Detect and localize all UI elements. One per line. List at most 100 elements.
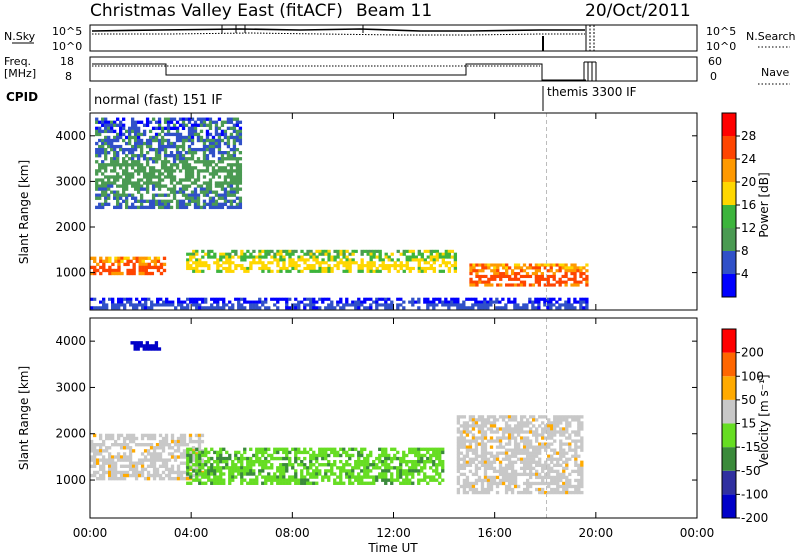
echo-cell: [369, 269, 373, 273]
echo-cell: [145, 175, 150, 179]
echo-cell: [402, 306, 406, 310]
echo-cell: [405, 249, 409, 253]
echo-cell: [318, 447, 322, 452]
echo-cell: [170, 467, 175, 472]
echo-cell: [273, 475, 277, 479]
echo-cell: [540, 297, 544, 301]
echo-cell: [516, 424, 521, 428]
echo-cell: [348, 447, 352, 452]
echo-cell: [559, 472, 563, 477]
echo-cell: [411, 255, 415, 259]
echo-cell: [501, 445, 506, 449]
echo-cell: [351, 447, 355, 452]
echo-cell: [113, 190, 117, 194]
echo-cell: [510, 460, 515, 464]
echo-cell: [423, 266, 427, 271]
echo-cell: [127, 172, 132, 176]
echo-cell: [333, 481, 337, 485]
echo-cell: [354, 303, 358, 307]
echo-cell: [111, 268, 115, 273]
echo-cell: [182, 449, 187, 453]
echo-cell: [231, 466, 235, 470]
echo-cell: [369, 261, 373, 265]
echo-cell: [92, 455, 97, 459]
echo-cell: [537, 274, 541, 279]
echo-cell: [198, 478, 202, 482]
echo-cell: [495, 445, 500, 449]
echo-cell: [104, 446, 109, 450]
echo-cell: [556, 424, 560, 428]
echo-cell: [195, 252, 199, 256]
echo-cell: [562, 430, 566, 434]
echo-cell: [143, 433, 148, 438]
echo-cell: [167, 446, 172, 450]
echo-cell: [170, 436, 175, 441]
echo-cell: [483, 418, 488, 422]
echo-cell: [330, 469, 334, 473]
echo-cell: [226, 135, 231, 140]
echo-cell: [405, 478, 409, 482]
echo-cell: [285, 303, 289, 307]
echo-cell: [462, 303, 466, 307]
echo-cell: [375, 303, 379, 307]
echo-cell: [95, 160, 99, 164]
echo-cell: [217, 169, 222, 173]
echo-cell: [309, 466, 313, 470]
echo-cell: [216, 478, 220, 482]
echo-cell: [522, 263, 527, 267]
echo-cell: [146, 476, 151, 481]
echo-cell: [229, 178, 234, 182]
echo-cell: [582, 300, 586, 304]
echo-cell: [360, 261, 364, 265]
echo-cell: [477, 427, 482, 431]
echo-cell: [574, 457, 578, 461]
echo-cell: [330, 306, 334, 310]
echo-cell: [411, 450, 415, 455]
echo-cell: [276, 466, 280, 470]
echo-cell: [186, 456, 190, 461]
echo-cell: [133, 187, 138, 191]
echo-cell: [513, 445, 518, 449]
echo-cell: [543, 266, 547, 270]
echo-cell: [315, 249, 319, 253]
echo-cell: [429, 258, 433, 262]
echo-cell: [202, 147, 207, 152]
echo-cell: [577, 469, 581, 474]
echo-cell: [240, 249, 244, 253]
echo-cell: [202, 151, 207, 155]
echo-cell: [110, 476, 115, 481]
echo-cell: [147, 262, 151, 267]
echo-cell: [181, 154, 186, 158]
echo-cell: [354, 466, 358, 470]
echo-cell: [480, 478, 485, 483]
echo-cell: [321, 478, 325, 482]
echo-cell: [219, 306, 223, 310]
echo-cell: [535, 469, 539, 474]
ytick-label: 1000: [55, 473, 86, 487]
echo-cell: [223, 190, 228, 194]
echo-cell: [354, 300, 358, 304]
echo-cell: [122, 147, 126, 152]
echo-cell: [396, 306, 400, 310]
echo-cell: [235, 166, 240, 170]
echo-cell: [513, 475, 518, 480]
echo-cell: [243, 466, 247, 470]
echo-cell: [125, 455, 130, 459]
echo-cell: [141, 256, 145, 260]
echo-cell: [360, 252, 364, 256]
echo-cell: [107, 141, 111, 146]
echo-cell: [157, 117, 162, 121]
echo-cell: [315, 481, 319, 485]
echo-cell: [198, 459, 202, 464]
echo-cell: [525, 466, 530, 471]
echo-cell: [196, 132, 201, 137]
echo-cell: [562, 484, 566, 489]
echo-cell: [504, 303, 508, 307]
echo-cell: [208, 126, 213, 131]
echo-cell: [468, 487, 473, 492]
echo-cell: [405, 453, 409, 458]
echo-cell: [417, 300, 421, 304]
echo-cell: [146, 449, 151, 453]
echo-cell: [137, 473, 142, 478]
echo-cell: [210, 463, 214, 467]
